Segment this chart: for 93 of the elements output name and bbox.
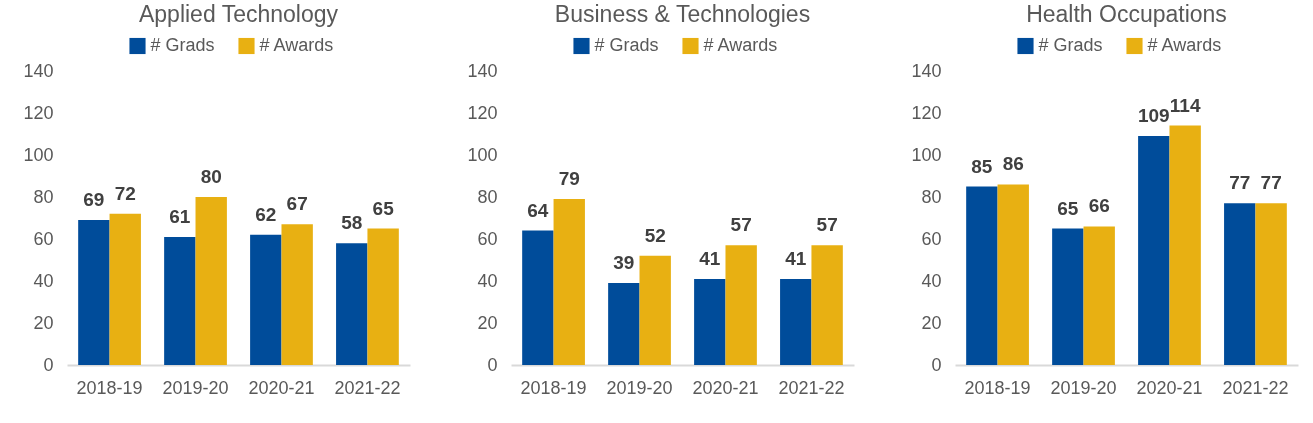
data-label: 62 — [255, 203, 277, 225]
y-tick-label: 80 — [477, 186, 498, 207]
data-label: 61 — [169, 205, 191, 227]
bar — [1169, 125, 1201, 365]
x-tick-label: 2018-19 — [964, 377, 1031, 398]
bar — [639, 255, 671, 365]
x-tick-label: 2021-22 — [778, 377, 845, 398]
y-tick-label: 20 — [921, 312, 942, 333]
y-tick-label: 60 — [921, 228, 942, 249]
y-tick-label: 140 — [467, 60, 498, 81]
x-tick-label: 2021-22 — [1222, 377, 1289, 398]
data-label: 65 — [372, 197, 395, 219]
bar — [1138, 136, 1170, 365]
data-label: 79 — [558, 168, 580, 190]
bar — [780, 278, 812, 365]
x-tick-label: 2020-21 — [692, 377, 759, 398]
x-tick-label: 2019-20 — [1050, 377, 1117, 398]
y-tick-label: 100 — [467, 144, 498, 165]
data-label: 86 — [1002, 153, 1024, 175]
bar — [694, 278, 726, 365]
bar — [1224, 203, 1256, 365]
chart-title: Health Occupations — [1026, 1, 1227, 27]
data-label: 65 — [1057, 197, 1079, 219]
data-label: 109 — [1137, 105, 1170, 127]
legend-label: # Grads — [1038, 35, 1103, 55]
bar — [281, 224, 313, 365]
data-label: 57 — [816, 214, 838, 236]
bar — [336, 243, 368, 365]
x-tick-label: 2019-20 — [162, 377, 229, 398]
y-tick-label: 0 — [487, 354, 498, 375]
y-tick-label: 40 — [33, 270, 54, 291]
y-tick-label: 40 — [477, 270, 498, 291]
data-label: 52 — [644, 224, 666, 246]
y-tick-label: 60 — [477, 228, 498, 249]
bar — [1052, 228, 1084, 365]
bar — [250, 234, 282, 365]
bar — [811, 245, 843, 365]
bar — [725, 245, 757, 365]
y-tick-label: 100 — [911, 144, 942, 165]
bar — [966, 186, 998, 365]
x-tick-label: 2020-21 — [1136, 377, 1203, 398]
y-tick-label: 20 — [33, 312, 54, 333]
data-label: 67 — [286, 193, 308, 215]
y-tick-label: 0 — [43, 354, 54, 375]
y-tick-label: 40 — [921, 270, 942, 291]
bar — [164, 236, 196, 365]
legend-label: # Grads — [150, 35, 215, 55]
y-tick-label: 100 — [23, 144, 54, 165]
bar — [553, 199, 585, 365]
legend-label: # Grads — [594, 35, 659, 55]
y-tick-label: 60 — [33, 228, 54, 249]
data-label: 64 — [527, 199, 549, 221]
data-label: 57 — [730, 214, 752, 236]
bar — [997, 184, 1029, 365]
y-tick-label: 140 — [23, 60, 54, 81]
bar — [367, 228, 399, 365]
legend-label: # Awards — [1147, 35, 1222, 55]
data-label: 41 — [785, 247, 807, 269]
data-label: 39 — [613, 252, 635, 274]
data-label: 41 — [699, 247, 721, 269]
chart-title: Applied Technology — [138, 1, 339, 27]
x-tick-label: 2018-19 — [520, 377, 587, 398]
bar — [195, 197, 227, 365]
y-tick-label: 0 — [931, 354, 942, 375]
data-label: 77 — [1229, 172, 1251, 194]
data-label: 80 — [200, 166, 222, 187]
data-label: 58 — [341, 212, 363, 234]
y-tick-label: 140 — [911, 60, 942, 81]
y-tick-label: 80 — [33, 186, 54, 207]
legend-label: # Awards — [703, 35, 778, 55]
bar — [109, 213, 141, 365]
y-tick-label: 20 — [477, 312, 498, 333]
legend-label: # Awards — [259, 35, 334, 55]
y-tick-label: 120 — [911, 102, 942, 123]
chart-title: Business & Technologies — [554, 1, 811, 27]
y-tick-label: 120 — [23, 102, 54, 123]
data-label: 69 — [83, 189, 105, 211]
data-label: 72 — [114, 182, 136, 204]
x-tick-label: 2020-21 — [248, 377, 315, 398]
bar — [78, 220, 110, 365]
x-tick-label: 2018-19 — [76, 377, 143, 398]
bar — [1255, 203, 1287, 365]
data-label: 66 — [1088, 195, 1110, 217]
x-tick-label: 2019-20 — [606, 377, 673, 398]
y-tick-label: 80 — [921, 186, 942, 207]
x-tick-label: 2021-22 — [334, 377, 401, 398]
bar — [1083, 226, 1115, 365]
bar — [522, 230, 554, 365]
data-label: 77 — [1260, 172, 1282, 194]
data-label: 85 — [971, 155, 993, 177]
y-tick-label: 120 — [467, 102, 498, 123]
bar — [608, 283, 640, 365]
data-label: 114 — [1169, 94, 1201, 116]
